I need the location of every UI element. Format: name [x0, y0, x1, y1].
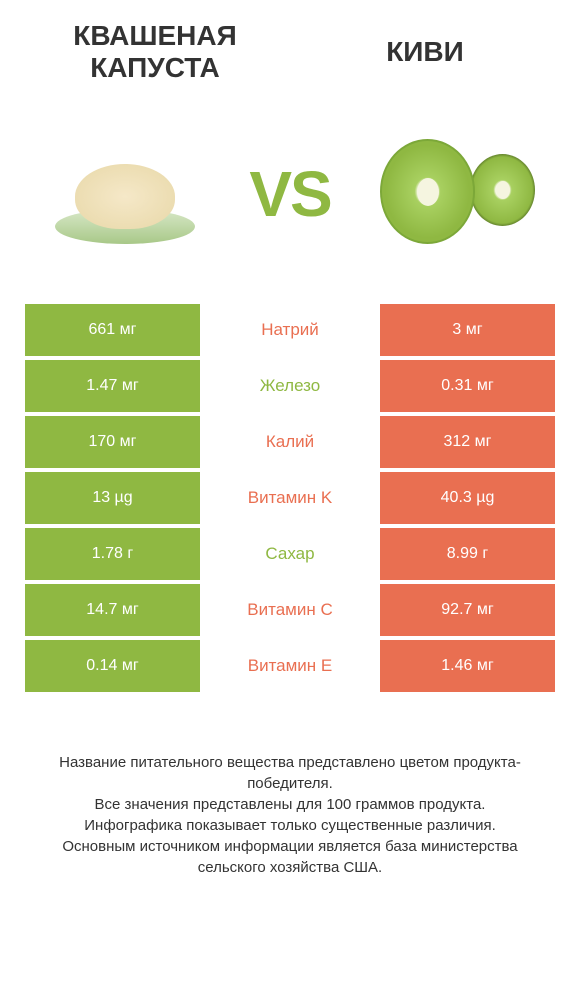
right-value: 1.46 мг	[380, 640, 555, 692]
kiwi-image	[375, 114, 535, 274]
nutrient-label: Витамин K	[200, 472, 380, 524]
table-row: 170 мгКалий312 мг	[25, 416, 555, 468]
table-row: 13 µgВитамин K40.3 µg	[25, 472, 555, 524]
nutrient-label: Витамин E	[200, 640, 380, 692]
right-value: 40.3 µg	[380, 472, 555, 524]
vs-label: VS	[249, 157, 330, 231]
nutrient-label: Железо	[200, 360, 380, 412]
comparison-table: 661 мгНатрий3 мг1.47 мгЖелезо0.31 мг170 …	[25, 304, 555, 692]
nutrient-label: Сахар	[200, 528, 380, 580]
nutrient-label: Витамин C	[200, 584, 380, 636]
table-row: 661 мгНатрий3 мг	[25, 304, 555, 356]
header: КВАШЕНАЯ КАПУСТА КИВИ	[25, 20, 555, 84]
right-value: 3 мг	[380, 304, 555, 356]
footer-line: Основным источником информации является …	[35, 836, 545, 878]
right-value: 312 мг	[380, 416, 555, 468]
footer-line: Все значения представлены для 100 граммо…	[35, 794, 545, 815]
table-row: 1.78 гСахар8.99 г	[25, 528, 555, 580]
footer-line: Инфографика показывает только существенн…	[35, 815, 545, 836]
right-value: 8.99 г	[380, 528, 555, 580]
left-value: 13 µg	[25, 472, 200, 524]
right-value: 0.31 мг	[380, 360, 555, 412]
images-row: VS	[25, 114, 555, 274]
left-value: 1.78 г	[25, 528, 200, 580]
footer-line: Название питательного вещества представл…	[35, 752, 545, 794]
table-row: 14.7 мгВитамин C92.7 мг	[25, 584, 555, 636]
nutrient-label: Натрий	[200, 304, 380, 356]
sauerkraut-image	[45, 114, 205, 274]
left-value: 170 мг	[25, 416, 200, 468]
left-value: 0.14 мг	[25, 640, 200, 692]
right-value: 92.7 мг	[380, 584, 555, 636]
nutrient-label: Калий	[200, 416, 380, 468]
left-value: 1.47 мг	[25, 360, 200, 412]
left-value: 14.7 мг	[25, 584, 200, 636]
table-row: 1.47 мгЖелезо0.31 мг	[25, 360, 555, 412]
table-row: 0.14 мгВитамин E1.46 мг	[25, 640, 555, 692]
right-product-title: КИВИ	[325, 36, 525, 68]
left-value: 661 мг	[25, 304, 200, 356]
left-product-title: КВАШЕНАЯ КАПУСТА	[55, 20, 255, 84]
footer-notes: Название питательного вещества представл…	[25, 752, 555, 878]
